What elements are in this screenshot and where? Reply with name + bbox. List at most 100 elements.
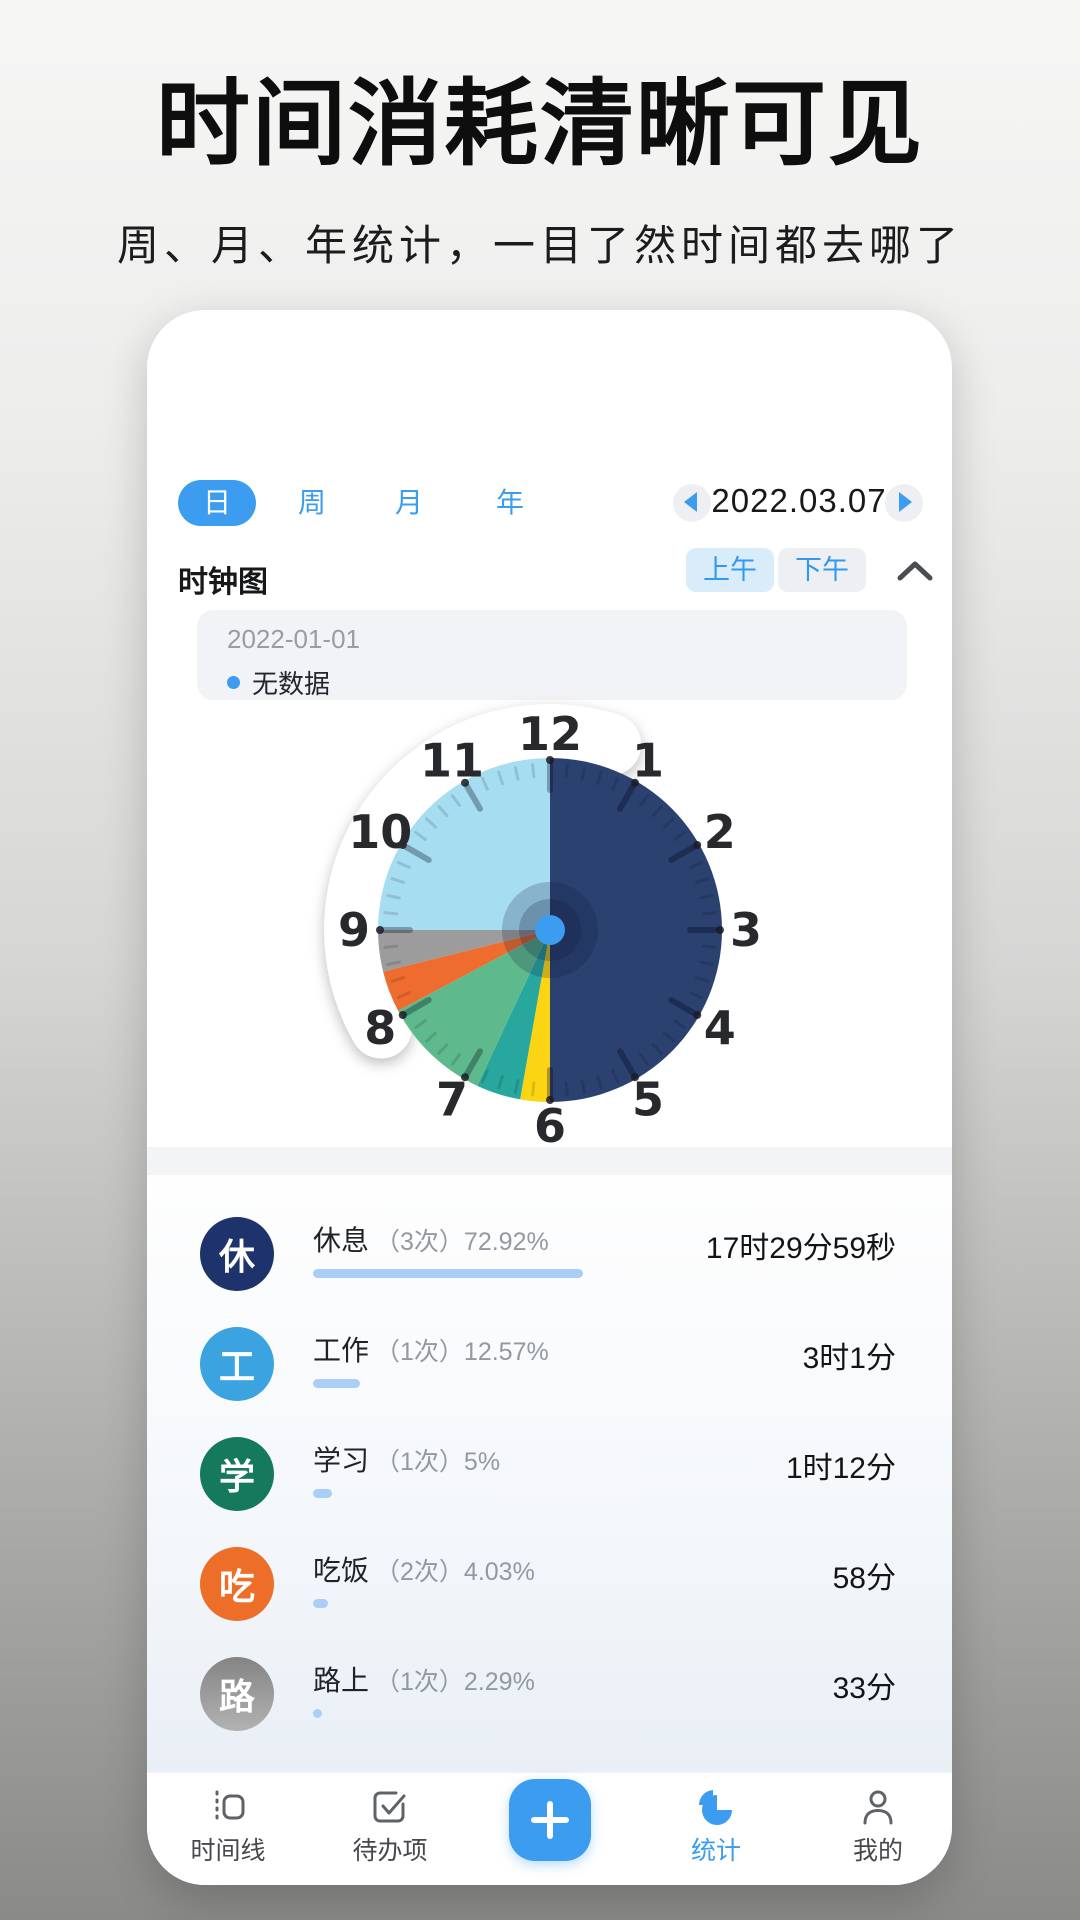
minute-tick <box>414 1019 427 1030</box>
rim-dot <box>376 926 384 934</box>
hour-tick <box>668 997 697 1016</box>
clock-number-5: 5 <box>632 1073 664 1127</box>
minute-tick <box>701 944 717 949</box>
rim-dot <box>461 778 469 787</box>
clock-number-8: 8 <box>364 1001 396 1055</box>
minute-tick <box>651 805 663 818</box>
category-meta: （1次）5% <box>375 1448 501 1476</box>
nav-item-todo[interactable]: 待办项 <box>320 1773 460 1885</box>
page-subtitle: 周、月、年统计，一目了然时间都去哪了 <box>116 222 963 269</box>
minute-tick <box>414 830 427 841</box>
hour-tick <box>403 997 432 1016</box>
date-label: 2022.03.07 <box>711 482 887 519</box>
legend-section: 休 休息 （3次）72.92% 17时29分59秒 工 工作 （1次）12.57% … <box>147 1175 952 1772</box>
rim-dot <box>631 778 639 787</box>
rim-dot <box>693 1011 702 1019</box>
clock-number-10: 10 <box>348 805 412 859</box>
nav-label: 我的 <box>852 1837 903 1865</box>
clock-sector-gray-slice <box>378 930 550 972</box>
tab-month[interactable]: 月 <box>394 487 423 518</box>
tooltip-dot-icon <box>227 676 240 689</box>
minute-tick <box>396 860 411 869</box>
legend-row-study[interactable]: 学 学习 （1次）5% 1时12分 <box>147 1419 952 1529</box>
clock-sector-green-slice <box>398 930 550 1086</box>
minute-tick <box>497 1074 504 1090</box>
timeline-icon <box>215 1790 245 1824</box>
nav-item-timeline[interactable]: 时间线 <box>158 1773 298 1885</box>
tab-day[interactable]: 日 <box>178 480 256 526</box>
hour-tick <box>617 1048 636 1077</box>
minute-tick <box>531 1081 536 1097</box>
minute-tick <box>662 817 675 829</box>
toggle-pm[interactable]: 下午 <box>778 548 866 592</box>
center-dot <box>535 915 565 945</box>
category-char: 工 <box>218 1346 255 1387</box>
clock-number-6: 6 <box>534 1099 566 1153</box>
category-duration: 58分 <box>832 1562 896 1595</box>
page-title: 时间消耗清晰可见 <box>155 70 924 179</box>
minute-tick <box>694 976 710 983</box>
category-bar <box>313 1379 360 1388</box>
collapse-chevron-up-icon[interactable] <box>895 558 935 584</box>
clock-number-12: 12 <box>518 707 582 761</box>
minute-tick <box>480 1069 489 1084</box>
clock-number-4: 4 <box>704 1001 736 1055</box>
minute-tick <box>699 893 714 900</box>
rim-dot <box>398 841 407 849</box>
minute-tick <box>694 877 710 884</box>
minute-tick <box>639 1053 650 1066</box>
next-date-button[interactable] <box>885 484 923 522</box>
nav-item-add[interactable] <box>480 1773 620 1885</box>
category-icon-commute: 路 <box>200 1657 274 1731</box>
nav-item-profile[interactable]: 我的 <box>808 1773 948 1885</box>
tooltip-date: 2022-01-01 <box>227 624 360 654</box>
nav-item-stats[interactable]: 统计 <box>646 1773 786 1885</box>
chevron-left-icon <box>684 491 697 512</box>
category-bar <box>313 1709 322 1718</box>
tab-year[interactable]: 年 <box>495 487 524 518</box>
toggle-am[interactable]: 上午 <box>686 548 774 592</box>
minute-tick <box>386 960 401 967</box>
clock-swoosh <box>324 704 642 1059</box>
minute-tick <box>425 1031 438 1043</box>
minute-tick <box>673 830 686 841</box>
add-record-button[interactable] <box>509 1779 591 1861</box>
rim-dot <box>546 1096 554 1104</box>
tab-week[interactable]: 周 <box>297 487 326 518</box>
category-char: 吃 <box>218 1566 255 1607</box>
rim-dot <box>631 1073 639 1082</box>
clock-number-1: 1 <box>632 733 664 787</box>
category-icon-work: 工 <box>200 1327 274 1401</box>
legend-row-work[interactable]: 工 工作 （1次）12.57% 3时1分 <box>147 1309 952 1419</box>
plus-icon <box>531 1801 569 1839</box>
rim-dot <box>461 1073 469 1082</box>
minute-tick <box>689 991 704 1000</box>
legend-row-rest[interactable]: 休 休息 （3次）72.92% 17时29分59秒 <box>147 1199 952 1309</box>
minute-tick <box>662 1031 675 1043</box>
clock-number-7: 7 <box>436 1073 468 1127</box>
minute-tick <box>480 776 489 791</box>
category-icon-rest: 休 <box>200 1217 274 1291</box>
category-char: 学 <box>218 1456 255 1497</box>
section-divider <box>147 1147 952 1175</box>
prev-date-button[interactable] <box>673 484 711 522</box>
category-duration: 33分 <box>832 1672 896 1705</box>
category-bar <box>313 1489 332 1498</box>
hour-tick <box>464 1048 483 1077</box>
legend-row-commute[interactable]: 路 路上 （1次）2.29% 33分 <box>147 1639 952 1749</box>
legend-row-eat[interactable]: 吃 吃饭 （2次）4.03% 58分 <box>147 1529 952 1639</box>
minute-tick <box>390 976 406 983</box>
rim-dot <box>546 756 554 764</box>
minute-tick <box>564 1081 569 1097</box>
clock-sector-yellow-slice <box>520 930 550 1102</box>
minute-tick <box>580 1079 587 1094</box>
minute-tick <box>531 763 536 779</box>
nav-label: 统计 <box>690 1837 741 1865</box>
clock-chart[interactable]: 12 1 2 3 4 5 6 7 8 9 10 11 <box>290 670 810 1190</box>
nav-label: 时间线 <box>190 1837 266 1865</box>
clock-sector-sleep-navy <box>550 758 722 1102</box>
minute-tick <box>689 860 704 869</box>
clock-sector-morning-lightblue <box>378 758 550 930</box>
minute-tick <box>497 770 504 786</box>
